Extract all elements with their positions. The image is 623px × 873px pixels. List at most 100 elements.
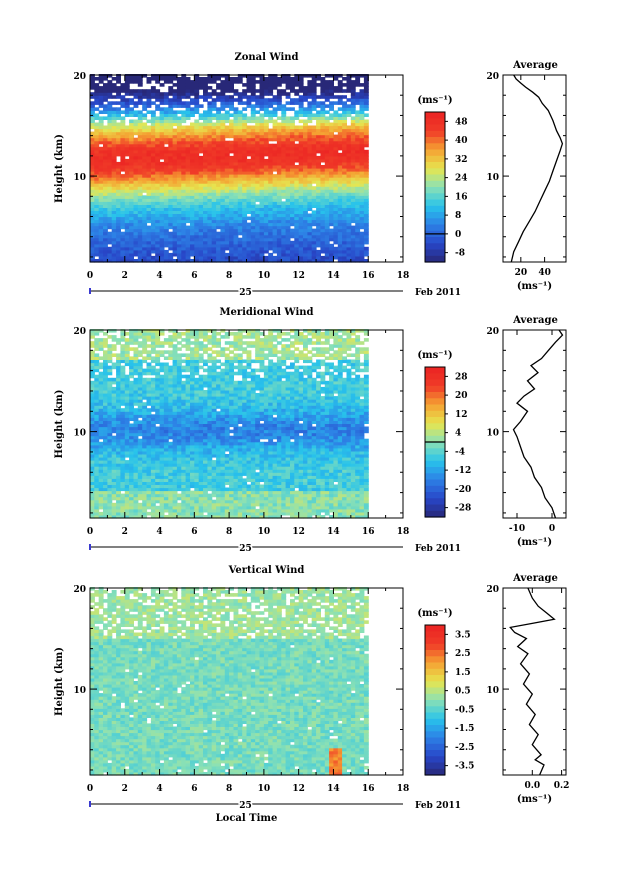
heatmap-cell: [190, 195, 195, 199]
heatmap-cell: [272, 259, 278, 263]
heatmap-cell: [168, 475, 174, 479]
heatmap-cell: [190, 240, 195, 245]
heatmap-cell: [333, 222, 339, 227]
heatmap-cell: [233, 213, 239, 218]
heatmap-cell: [237, 240, 243, 245]
heatmap-cell: [185, 155, 191, 160]
heatmap-cell: [146, 110, 152, 114]
heatmap-cell: [307, 246, 313, 251]
heatmap-cell: [168, 380, 174, 385]
heatmap-cell: [320, 243, 326, 248]
heatmap-cell: [242, 204, 248, 208]
heatmap-cell: [133, 444, 139, 449]
heatmap-cell: [303, 237, 308, 242]
heatmap-cell: [207, 110, 213, 114]
heatmap-cell: [320, 231, 326, 236]
heatmap-cell: [116, 450, 121, 455]
heatmap-cell: [116, 165, 121, 169]
heatmap-cell: [133, 411, 139, 415]
heatmap-cell: [90, 122, 95, 127]
heatmap-cell: [129, 240, 134, 245]
heatmap-cell: [124, 414, 130, 418]
heatmap-cell: [111, 131, 117, 136]
heatmap-cell: [168, 393, 174, 397]
heatmap-cell: [220, 128, 226, 133]
heatmap-cell: [155, 192, 161, 196]
heatmap-cell: [294, 222, 300, 227]
heatmap-cell: [276, 98, 282, 102]
heatmap-cell: [333, 140, 339, 145]
heatmap-cell: [94, 231, 100, 236]
heatmap-cell: [350, 161, 356, 166]
heatmap-cell: [181, 110, 187, 114]
heatmap-cell: [276, 237, 282, 242]
heatmap-cell: [137, 399, 143, 403]
heatmap-cell: [224, 204, 230, 208]
heatmap-cell: [172, 408, 178, 412]
heatmap-cell: [129, 335, 134, 339]
heatmap-cell: [111, 101, 117, 105]
heatmap-cell: [272, 255, 278, 260]
heatmap-cell: [103, 234, 108, 239]
heatmap-cell: [290, 177, 295, 181]
heatmap-cell: [285, 177, 291, 181]
heatmap-cell: [146, 368, 152, 373]
heatmap-cell: [311, 161, 317, 166]
heatmap-cell: [129, 380, 134, 385]
heatmap-cell: [146, 134, 152, 139]
heatmap-cell: [311, 155, 317, 160]
heatmap-cell: [172, 198, 178, 202]
heatmap-cell: [324, 222, 330, 227]
heatmap-cell: [320, 80, 326, 84]
heatmap-cell: [98, 466, 104, 470]
heatmap-cell: [142, 131, 148, 136]
heatmap-cell: [263, 146, 269, 151]
heatmap-cell: [229, 83, 234, 87]
heatmap-cell: [133, 219, 139, 224]
heatmap-cell: [316, 240, 321, 245]
heatmap-cell: [116, 432, 121, 437]
heatmap-cell: [242, 143, 248, 148]
heatmap-cell: [111, 237, 117, 242]
heatmap-cell: [176, 399, 182, 403]
heatmap-cell: [90, 390, 95, 394]
heatmap-cell: [220, 207, 226, 211]
heatmap-cell: [329, 74, 334, 78]
heatmap-cell: [133, 216, 139, 221]
heatmap-cell: [259, 146, 265, 151]
heatmap-cell: [133, 201, 139, 205]
heatmap-cell: [124, 447, 130, 452]
heatmap-cell: [133, 496, 139, 501]
heatmap-cell: [124, 338, 130, 342]
heatmap-cell: [207, 134, 213, 139]
heatmap-cell: [194, 234, 200, 239]
heatmap-cell: [342, 210, 347, 214]
heatmap-cell: [120, 350, 126, 354]
heatmap-cell: [142, 74, 148, 78]
heatmap-cell: [237, 80, 243, 84]
heatmap-cell: [224, 134, 230, 139]
heatmap-cell: [176, 110, 182, 114]
heatmap-cell: [346, 255, 352, 260]
heatmap-cell: [172, 450, 178, 455]
heatmap-cell: [137, 113, 143, 117]
heatmap-cell: [124, 110, 130, 114]
heatmap-cell: [342, 137, 347, 142]
heatmap-cell: [298, 104, 304, 108]
heatmap-cell: [155, 454, 161, 458]
heatmap-cell: [203, 186, 208, 190]
heatmap-cell: [190, 137, 195, 142]
heatmap-cell: [198, 204, 204, 208]
heatmap-cell: [163, 161, 169, 166]
heatmap-cell: [303, 195, 308, 199]
heatmap-cell: [150, 371, 156, 376]
heatmap-cell: [103, 171, 108, 175]
heatmap-cell: [329, 122, 334, 127]
heatmap-cell: [185, 104, 191, 108]
heatmap-cell: [307, 92, 313, 96]
heatmap-cell: [137, 216, 143, 221]
heatmap-cell: [176, 219, 182, 224]
heatmap-cell: [107, 475, 113, 479]
heatmap-cell: [207, 210, 213, 214]
heatmap-cell: [316, 158, 321, 163]
